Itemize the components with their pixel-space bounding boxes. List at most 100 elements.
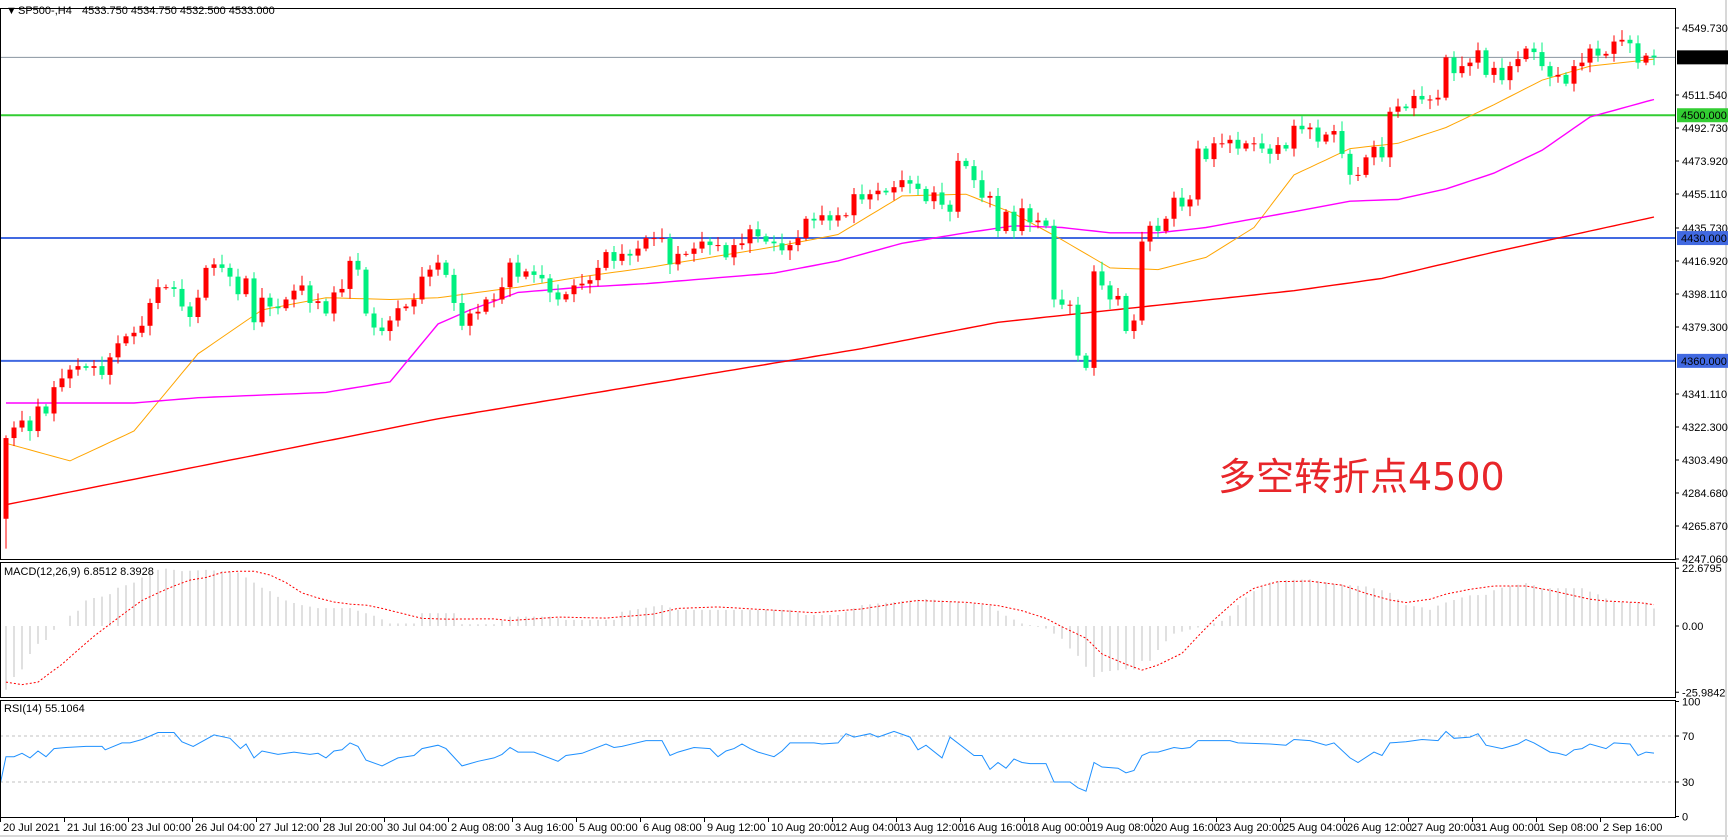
- time-tick-label: 2 Sep 16:00: [1603, 822, 1662, 834]
- candle: [1179, 188, 1185, 211]
- candle: [347, 256, 353, 299]
- candle-body: [171, 287, 177, 289]
- candle-body: [467, 313, 473, 326]
- candle-body: [1331, 131, 1337, 135]
- candle: [715, 237, 721, 252]
- candle-body: [1403, 106, 1409, 109]
- candle: [1467, 58, 1473, 76]
- ohlc-readout: 4533.750 4534.750 4532.500 4533.000: [82, 5, 275, 17]
- candle-body: [1011, 211, 1017, 232]
- candle-body: [1523, 48, 1529, 60]
- candle: [755, 221, 761, 243]
- macd-tick-label: -25.9842: [1682, 687, 1725, 699]
- candle-body: [195, 297, 201, 318]
- candle: [643, 235, 649, 252]
- candle-body: [1283, 145, 1289, 149]
- price-level-badge: [1677, 231, 1728, 246]
- candle-body: [955, 160, 961, 212]
- time-tick-label: 6 Aug 08:00: [643, 822, 702, 834]
- candle-body: [1227, 139, 1233, 144]
- candle: [1587, 44, 1593, 73]
- candle-body: [251, 278, 257, 323]
- candle-body: [1419, 95, 1425, 100]
- candle: [651, 231, 657, 246]
- candle-body: [67, 369, 73, 379]
- triangle-down-icon[interactable]: ▼: [6, 5, 17, 17]
- candle-body: [459, 302, 465, 326]
- candle: [1011, 205, 1017, 239]
- price-tick-label: 4398.110: [1682, 289, 1727, 301]
- candle-body: [1267, 148, 1273, 154]
- candle: [1003, 209, 1009, 234]
- candle-body: [1083, 355, 1089, 368]
- candle-body: [1347, 153, 1353, 175]
- candle-body: [1363, 157, 1369, 175]
- candle: [1291, 119, 1297, 157]
- candle: [539, 265, 545, 283]
- candle: [1227, 135, 1233, 153]
- candle-body: [1171, 197, 1177, 219]
- candle-body: [979, 180, 985, 198]
- candle: [267, 293, 273, 317]
- candle-body: [915, 183, 921, 189]
- candle: [1491, 61, 1497, 83]
- candle-body: [339, 288, 345, 293]
- candle-body: [91, 366, 97, 368]
- candle: [315, 293, 321, 310]
- price-level-badge: [1677, 108, 1728, 123]
- candle: [27, 416, 33, 441]
- candle-body: [387, 320, 393, 332]
- candle: [1563, 72, 1569, 87]
- candle: [1547, 61, 1553, 87]
- candle: [179, 279, 185, 311]
- candle-body: [1315, 127, 1321, 142]
- candle: [579, 274, 585, 290]
- candle-body: [1107, 285, 1113, 300]
- candle: [499, 277, 505, 304]
- candle-body: [1091, 271, 1097, 368]
- candle: [1147, 221, 1153, 252]
- candle-body: [1387, 111, 1393, 158]
- candle-body: [1139, 241, 1145, 321]
- candle-body: [3, 438, 9, 519]
- candle: [1243, 140, 1249, 152]
- time-tick-label: 27 Jul 12:00: [259, 822, 319, 834]
- candle: [1611, 35, 1617, 62]
- candle-body: [1155, 225, 1161, 232]
- candle-body: [843, 215, 849, 217]
- candle-body: [899, 180, 905, 188]
- candle-body: [1595, 48, 1601, 56]
- candle: [787, 240, 793, 260]
- candle-body: [347, 260, 353, 289]
- candle: [891, 181, 897, 201]
- candle-body: [403, 306, 409, 309]
- candle-body: [1483, 50, 1489, 75]
- candle-body: [555, 292, 561, 300]
- candle: [915, 175, 921, 196]
- candle-body: [491, 299, 497, 301]
- time-tick-label: 10 Aug 20:00: [771, 822, 836, 834]
- candle: [99, 356, 105, 380]
- candle: [1515, 51, 1521, 73]
- time-tick-label: 19 Aug 08:00: [1091, 822, 1156, 834]
- candle-body: [179, 288, 185, 307]
- candle-body: [235, 276, 241, 295]
- candle: [947, 200, 953, 222]
- candle: [659, 228, 665, 243]
- candle-body: [1547, 66, 1553, 77]
- candle: [19, 410, 25, 432]
- candle-body: [99, 366, 105, 375]
- time-tick-label: 26 Jul 04:00: [195, 822, 255, 834]
- candle-body: [891, 187, 897, 193]
- candle: [603, 249, 609, 271]
- candle: [843, 212, 849, 218]
- candle-body: [59, 378, 65, 388]
- candle: [1075, 296, 1081, 362]
- candle-body: [547, 278, 553, 293]
- candle: [1187, 195, 1193, 217]
- candle: [75, 358, 81, 376]
- price-tick-label: 4265.870: [1682, 521, 1728, 533]
- candle-body: [1563, 74, 1569, 84]
- candle-body: [675, 253, 681, 265]
